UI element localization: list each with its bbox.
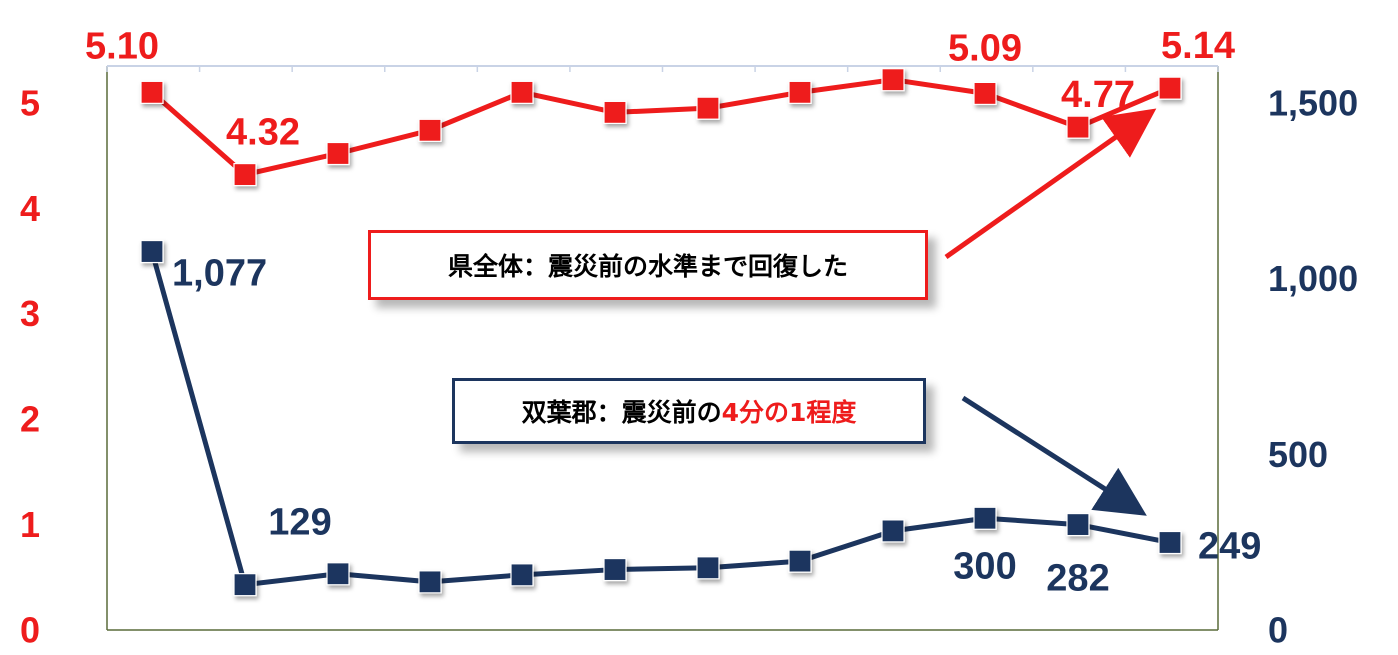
futaba-series-marker	[788, 549, 812, 573]
futaba-series-line	[149, 250, 1171, 588]
left-axis-tick-label: 5	[20, 82, 40, 123]
left-axis-tick-label: 4	[20, 188, 40, 229]
futaba-series-marker	[973, 506, 997, 530]
prefecture-series-marker	[1158, 76, 1182, 100]
futaba-series-marker	[510, 563, 534, 587]
futaba-callout: 双葉郡：震災前の 4分の1程度	[452, 378, 926, 444]
prefecture-series-marker	[696, 96, 720, 120]
prefecture-series-marker	[881, 68, 905, 92]
left-axis-tick-label: 0	[20, 610, 40, 651]
left-axis: 0 1 2 3 4 5	[20, 82, 40, 650]
plot-area	[106, 65, 1219, 631]
futaba-series-data-label: 1,077	[172, 253, 267, 295]
prefecture-series-marker	[510, 80, 534, 104]
left-axis-tick-label: 3	[20, 293, 40, 334]
futaba-series-data-label: 249	[1198, 526, 1261, 568]
prefecture-series-marker	[1066, 115, 1090, 139]
prefecture-series-marker	[140, 80, 164, 104]
futaba-series-marker	[1158, 530, 1182, 555]
right-axis-tick-label: 500	[1268, 434, 1328, 475]
futaba-series-marker	[140, 239, 164, 264]
prefecture-series-marker	[973, 81, 997, 106]
futaba-callout-prefix: 双葉郡：震災前の	[521, 398, 722, 427]
right-axis: 0 500 1,000 1,500	[1268, 82, 1358, 650]
prefecture-series-marker	[418, 118, 442, 142]
prefecture-series-data-label: 4.77	[1061, 74, 1135, 116]
prefecture-series-data-label: 4.32	[226, 112, 300, 154]
futaba-series-marker	[233, 573, 257, 597]
prefecture-series-line	[150, 77, 1171, 178]
futaba-series-marker	[326, 562, 350, 586]
prefecture-callout-text: 県全体：震災前の水準まで回復した	[447, 252, 848, 281]
left-axis-tick-label: 1	[20, 504, 40, 545]
prefecture-callout-arrow	[944, 108, 1157, 260]
prefecture-series-marker	[233, 162, 257, 187]
futaba-callout-highlight: 4分の1程度	[721, 398, 857, 427]
futaba-series-marker	[881, 519, 905, 543]
futaba-series-marker	[696, 556, 720, 580]
prefecture-series-marker	[788, 80, 812, 104]
futaba-series-marker	[603, 557, 627, 582]
futaba-series-marker	[418, 570, 442, 594]
left-axis-tick-label: 2	[20, 399, 40, 440]
right-axis-tick-label: 0	[1268, 610, 1288, 651]
prefecture-callout: 県全体：震災前の水準まで回復した	[368, 230, 928, 300]
prefecture-series-data-label: 5.09	[948, 27, 1022, 69]
prefecture-series-marker	[603, 100, 627, 124]
futaba-series-data-label: 282	[1046, 558, 1109, 600]
prefecture-series-data-label: 5.14	[1161, 25, 1235, 67]
right-axis-tick-label: 1,500	[1268, 82, 1358, 123]
futaba-series-marker	[1066, 512, 1090, 537]
prefecture-series-marker	[326, 141, 350, 166]
prefecture-series-data-label: 5.10	[85, 25, 159, 67]
futaba-series-data-label: 300	[953, 545, 1016, 587]
futaba-callout-arrow	[961, 395, 1147, 516]
right-axis-tick-label: 1,000	[1268, 258, 1358, 299]
futaba-series-data-label: 129	[268, 502, 331, 544]
series-layer	[140, 68, 1182, 597]
